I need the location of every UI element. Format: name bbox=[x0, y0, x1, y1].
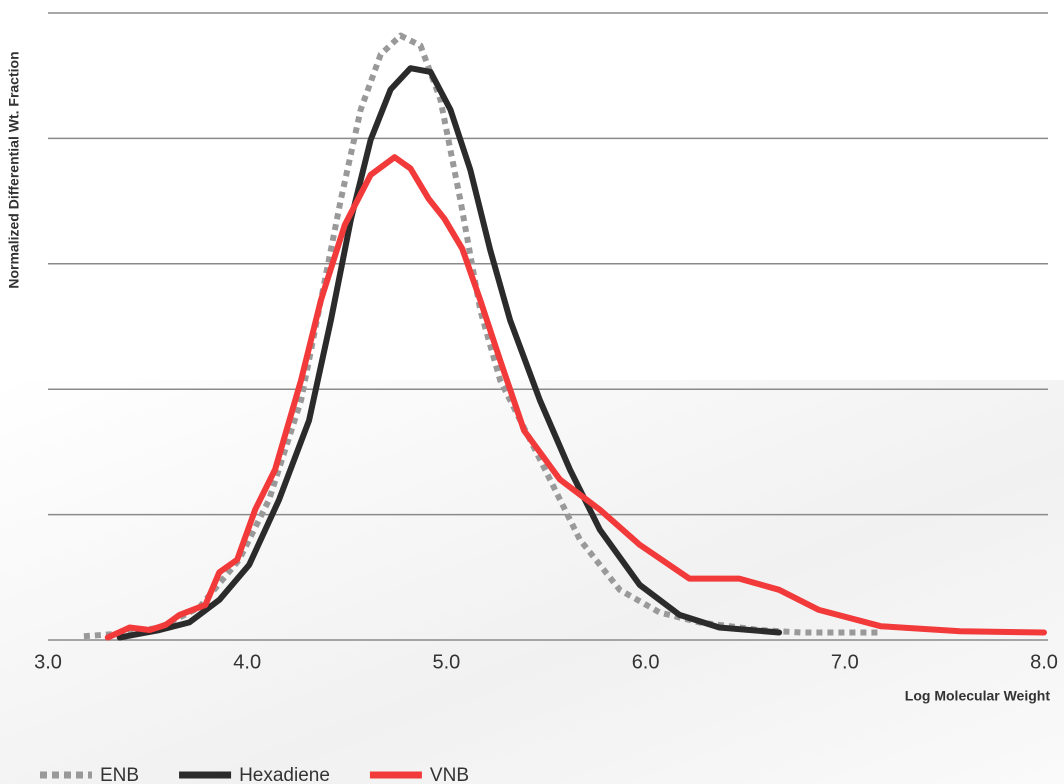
series-line bbox=[83, 32, 881, 640]
x-tick-label: 6.0 bbox=[632, 651, 660, 673]
x-axis-title: Log Molecular Weight bbox=[905, 688, 1051, 704]
y-axis-title: Normalized Differential Wt. Fraction bbox=[6, 51, 22, 288]
legend-label: ENB bbox=[100, 765, 139, 784]
x-tick-label: 8.0 bbox=[1030, 651, 1058, 673]
legend-label: Hexadiene bbox=[239, 765, 330, 784]
series-line bbox=[104, 154, 1047, 641]
x-tick-label: 5.0 bbox=[432, 651, 460, 673]
legend-label: VNB bbox=[430, 765, 469, 784]
x-tick-label: 3.0 bbox=[34, 651, 62, 673]
x-tick-label: 7.0 bbox=[831, 651, 859, 673]
x-tick-label: 4.0 bbox=[233, 651, 261, 673]
series-line bbox=[116, 65, 783, 641]
